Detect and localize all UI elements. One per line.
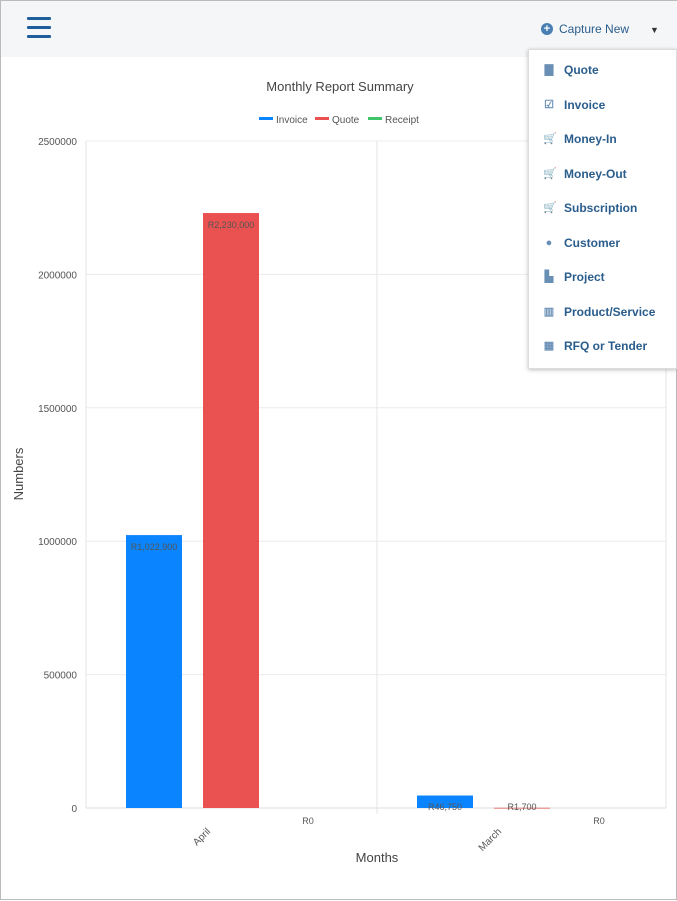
x-tick-label: April (191, 826, 213, 848)
data-label: R1,700 (507, 802, 536, 812)
barcode-icon: ▥ (543, 305, 555, 318)
y-tick-label: 2500000 (38, 137, 77, 148)
y-tick-label: 2000000 (38, 270, 77, 281)
menu-item-label: Customer (564, 235, 621, 250)
menu-item-quote[interactable]: ▇ Quote (543, 63, 599, 77)
file-icon: ▙ (544, 271, 554, 283)
menu-item-label: Invoice (564, 97, 606, 112)
y-tick-label: 500000 (44, 671, 78, 682)
menu-item-label: Money-In (564, 132, 617, 146)
y-tick-label: 1500000 (38, 404, 77, 415)
cart-icon: 🛒 (543, 202, 557, 214)
capture-new-dropdown: ▇ Quote ☑ Invoice 🛒 Money-In 🛒 Money-Out 🛒 Subscr… (528, 49, 677, 369)
menu-item-product-service[interactable]: ▥ Product/Service (543, 304, 656, 319)
chart-title: Monthly Report Summary (266, 79, 414, 94)
capture-new-label: Capture New (559, 22, 630, 36)
data-label: R0 (302, 816, 314, 826)
menu-item-money-out[interactable]: 🛒 Money-Out (543, 167, 627, 181)
data-label: R1,022,900 (131, 542, 178, 552)
caret-down-icon[interactable]: ▼ (650, 25, 659, 35)
checked-clipboard-icon: ☑ (544, 98, 554, 111)
bar-invoice-march[interactable] (417, 795, 473, 808)
menu-item-label: RFQ or Tender (564, 339, 648, 353)
y-axis-title: Numbers (11, 447, 26, 500)
legend-label-receipt[interactable]: Receipt (385, 115, 419, 126)
legend-swatch-invoice (259, 117, 273, 120)
calculator-icon: ▦ (543, 340, 555, 352)
x-tick-label: March (477, 826, 504, 853)
bar-quote-april[interactable] (203, 213, 259, 808)
x-axis-title: Months (356, 850, 399, 865)
menu-item-label: Quote (564, 63, 599, 77)
capture-new-button[interactable]: + Capture New (541, 22, 629, 36)
menu-item-label: Subscription (564, 201, 638, 215)
bar-quote-march[interactable] (494, 807, 550, 810)
menu-item-rfq-or-tender[interactable]: ▦ RFQ or Tender (543, 339, 647, 353)
legend-label-invoice[interactable]: Invoice (276, 115, 308, 126)
menu-item-subscription[interactable]: 🛒 Subscription (543, 201, 637, 215)
menu-item-project[interactable]: ▙ Project (543, 270, 605, 284)
cart-in-icon: 🛒 (543, 133, 557, 145)
y-tick-label: 0 (71, 804, 77, 815)
hamburger-menu-icon[interactable] (27, 17, 51, 44)
plus-circle-icon: + (541, 23, 553, 35)
user-icon: ● (545, 236, 553, 249)
legend-label-quote[interactable]: Quote (332, 115, 360, 126)
menu-item-invoice[interactable]: ☑ Invoice (543, 98, 605, 112)
cart-out-icon: 🛒 (543, 167, 557, 180)
y-tick-label: 1000000 (38, 537, 77, 548)
menu-item-label: Project (564, 270, 605, 284)
data-label: R46,750 (428, 802, 462, 812)
menu-item-label: Money-Out (564, 166, 627, 181)
top-bar: + Capture New ▼ (1, 1, 677, 57)
data-label: R2,230,000 (208, 220, 255, 230)
menu-item-label: Product/Service (564, 304, 656, 319)
clipboard-icon: ▇ (544, 64, 554, 76)
menu-item-money-in[interactable]: 🛒 Money-In (543, 132, 617, 146)
legend-swatch-receipt (368, 117, 382, 120)
legend-swatch-quote (315, 117, 329, 120)
bar-invoice-april[interactable] (126, 535, 182, 808)
data-label: R0 (593, 816, 605, 826)
menu-item-customer[interactable]: ● Customer (543, 236, 620, 250)
